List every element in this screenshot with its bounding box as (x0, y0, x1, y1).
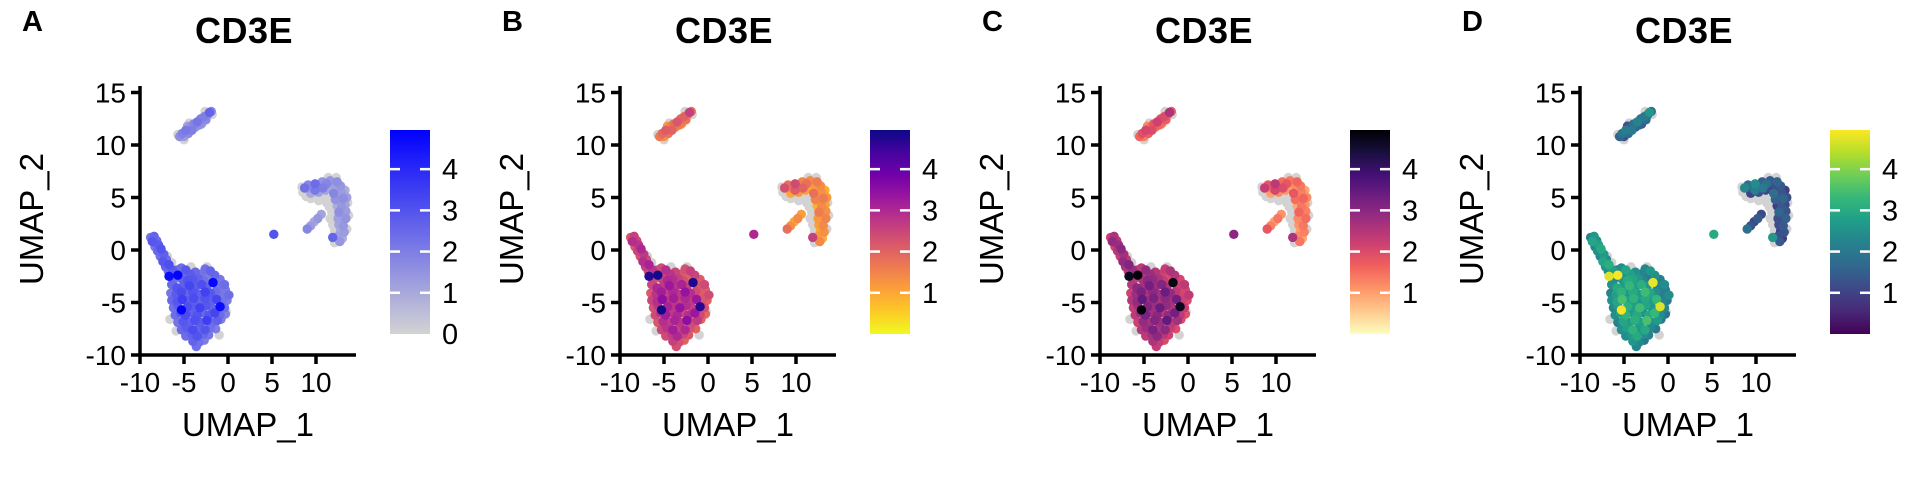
svg-text:1: 1 (1882, 278, 1898, 310)
svg-text:0: 0 (1070, 235, 1086, 266)
panel-letter: A (22, 6, 43, 38)
svg-text:0: 0 (110, 235, 126, 266)
svg-text:5: 5 (1070, 183, 1086, 214)
y-axis-label: UMAP_2 (973, 152, 1010, 286)
svg-text:-5: -5 (1541, 288, 1566, 319)
svg-text:5: 5 (1224, 367, 1240, 398)
panel-letter: B (502, 6, 523, 38)
svg-text:4: 4 (442, 154, 458, 186)
svg-text:10: 10 (1535, 130, 1566, 161)
svg-text:3: 3 (442, 195, 458, 227)
panel-b: -10 -5 0 5 10 -10 -5 0 5 10 15 4 3 2 1 B CD3E UMAP_1 U… (480, 0, 960, 480)
svg-text:2: 2 (1882, 237, 1898, 269)
panel-c: -10 -5 0 5 10 -10 -5 0 5 10 15 4 3 2 1 C CD3E UMAP_1 U… (960, 0, 1440, 480)
svg-text:10: 10 (1055, 130, 1086, 161)
svg-text:0: 0 (1550, 235, 1566, 266)
svg-text:10: 10 (575, 130, 606, 161)
svg-text:-5: -5 (101, 288, 126, 319)
svg-text:15: 15 (1535, 78, 1566, 109)
svg-text:2: 2 (1402, 237, 1418, 269)
gene-title: CD3E (1154, 10, 1254, 51)
svg-text:2: 2 (442, 237, 458, 269)
svg-text:-10: -10 (1046, 340, 1086, 371)
svg-text:-5: -5 (581, 288, 606, 319)
svg-text:0: 0 (1660, 367, 1676, 398)
svg-text:4: 4 (1402, 154, 1418, 186)
svg-text:3: 3 (1882, 195, 1898, 227)
svg-text:5: 5 (1550, 183, 1566, 214)
svg-text:5: 5 (264, 367, 280, 398)
y-axis-label: UMAP_2 (1453, 152, 1490, 286)
svg-text:4: 4 (922, 154, 938, 186)
svg-text:-10: -10 (1080, 367, 1120, 398)
svg-text:3: 3 (1402, 195, 1418, 227)
svg-text:-5: -5 (1612, 367, 1637, 398)
svg-text:-10: -10 (566, 340, 606, 371)
svg-text:1: 1 (922, 278, 938, 310)
svg-text:10: 10 (1260, 367, 1291, 398)
svg-text:3: 3 (922, 195, 938, 227)
svg-text:10: 10 (1740, 367, 1771, 398)
gene-title: CD3E (194, 10, 294, 51)
svg-text:10: 10 (95, 130, 126, 161)
x-axis-label: UMAP_1 (661, 406, 795, 443)
gene-title: CD3E (674, 10, 774, 51)
svg-text:2: 2 (922, 237, 938, 269)
svg-text:5: 5 (744, 367, 760, 398)
svg-text:-10: -10 (120, 367, 160, 398)
svg-text:5: 5 (110, 183, 126, 214)
svg-text:0: 0 (590, 235, 606, 266)
svg-text:-10: -10 (1560, 367, 1600, 398)
svg-text:4: 4 (1882, 154, 1898, 186)
svg-text:0: 0 (1180, 367, 1196, 398)
svg-text:0: 0 (220, 367, 236, 398)
svg-text:10: 10 (300, 367, 331, 398)
svg-text:15: 15 (1055, 78, 1086, 109)
svg-text:-10: -10 (1526, 340, 1566, 371)
y-axis-label: UMAP_2 (493, 152, 530, 286)
x-axis-label: UMAP_1 (1141, 406, 1275, 443)
svg-text:0: 0 (700, 367, 716, 398)
svg-text:10: 10 (780, 367, 811, 398)
panel-d: -10 -5 0 5 10 -10 -5 0 5 10 15 4 3 2 1 D CD3E UMAP_1 U… (1440, 0, 1920, 480)
svg-text:-5: -5 (172, 367, 197, 398)
x-axis-label: UMAP_1 (181, 406, 315, 443)
svg-text:-5: -5 (652, 367, 677, 398)
svg-text:1: 1 (442, 278, 458, 310)
svg-text:5: 5 (1704, 367, 1720, 398)
panel-a: -10 -5 0 5 10 -10 -5 0 5 10 15 4 3 2 1 0 A CD3E UMAP_1 … (0, 0, 480, 480)
svg-text:1: 1 (1402, 278, 1418, 310)
gene-title: CD3E (1634, 10, 1734, 51)
y-axis-label: UMAP_2 (13, 152, 50, 286)
svg-text:5: 5 (590, 183, 606, 214)
svg-text:-10: -10 (86, 340, 126, 371)
svg-text:-10: -10 (600, 367, 640, 398)
panel-letter: D (1462, 6, 1483, 38)
svg-text:15: 15 (95, 78, 126, 109)
svg-text:0: 0 (442, 319, 458, 351)
svg-text:15: 15 (575, 78, 606, 109)
svg-text:-5: -5 (1061, 288, 1086, 319)
panel-letter: C (982, 6, 1003, 38)
svg-text:-5: -5 (1132, 367, 1157, 398)
x-axis-label: UMAP_1 (1621, 406, 1755, 443)
